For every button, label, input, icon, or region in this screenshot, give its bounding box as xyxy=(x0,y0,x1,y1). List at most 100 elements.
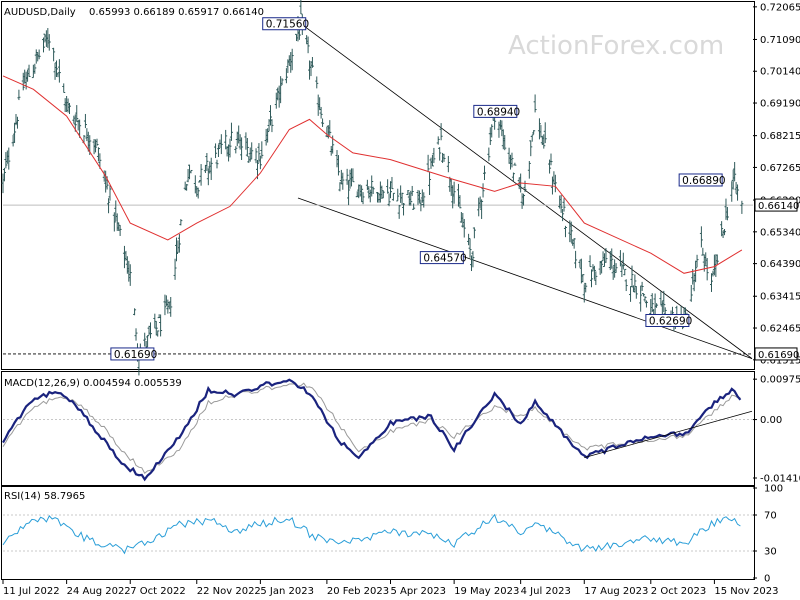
ohlc-bar xyxy=(13,122,17,143)
ohlc-bar xyxy=(386,179,390,194)
ohlc-bar xyxy=(523,180,527,193)
ohlc-bar xyxy=(371,186,375,194)
annotation-label: 0.66890 xyxy=(682,175,725,187)
ohlc-bar xyxy=(199,164,203,186)
channel-line xyxy=(297,197,753,360)
ohlc-bar xyxy=(216,144,220,157)
ohlc-bar xyxy=(98,153,102,169)
panel-frames xyxy=(1,1,755,580)
ohlc-bar xyxy=(15,116,19,129)
ohlc-bar xyxy=(229,122,233,141)
x-tick-label: 11 Jul 2022 xyxy=(3,586,60,597)
y-tick-label: 0.71090 xyxy=(760,35,800,46)
x-tick-label: 5 Jan 2023 xyxy=(260,586,314,597)
ohlc-bar xyxy=(662,290,666,313)
ohlc-bar xyxy=(695,254,699,268)
ohlc-bar xyxy=(133,308,137,316)
x-tick-label: 7 Oct 2022 xyxy=(130,586,185,597)
ohlc-bar xyxy=(41,37,45,53)
moving-average-line xyxy=(2,75,743,274)
ohlc-bar xyxy=(618,250,622,267)
ohlc-bar xyxy=(146,335,150,347)
annotation-box xyxy=(678,173,723,187)
ohlc-bar xyxy=(4,152,8,169)
rsi-y-tick-label: 70 xyxy=(764,511,777,522)
macd-y-tick-label: 0.009751 xyxy=(760,375,800,386)
ohlc-bar xyxy=(490,124,494,138)
panel-frame xyxy=(1,486,755,580)
ohlc-bar xyxy=(584,282,588,293)
ohlc-bar xyxy=(37,49,41,60)
ohlc-bar xyxy=(279,76,283,104)
ohlc-bar xyxy=(387,193,391,207)
y-tick-label: 0.61515 xyxy=(760,355,800,366)
ohlc-bar xyxy=(179,219,183,226)
ohlc-bar xyxy=(214,143,218,159)
ohlc-bar xyxy=(189,169,193,174)
ohlc-bar xyxy=(57,59,61,83)
channel-line xyxy=(300,23,753,359)
macd-y-tick-label: 0.00 xyxy=(760,415,782,426)
ohlc-bar xyxy=(270,119,274,133)
ohlc-bar xyxy=(7,147,11,170)
annotation-label: 0.61690 xyxy=(114,349,157,361)
macd-trendline xyxy=(584,410,753,459)
rsi-y-tick-label: 0 xyxy=(764,574,770,585)
ohlc-bar xyxy=(483,165,486,180)
y-tick-label: 0.70140 xyxy=(760,67,800,78)
ohlc-bar xyxy=(723,228,727,236)
ohlc-bar xyxy=(644,300,648,308)
annotation-label: 0.68940 xyxy=(477,106,520,118)
ohlc-bar xyxy=(725,206,729,221)
ohlc-bar xyxy=(389,181,393,199)
ohlc-bar xyxy=(533,94,537,113)
ohlc-bar xyxy=(548,159,552,174)
ohlc-bar xyxy=(224,129,228,150)
ohlc-bar xyxy=(650,293,654,313)
x-tick-label: 19 May 2023 xyxy=(454,586,519,597)
ohlc-bar xyxy=(108,184,112,201)
ohlc-bar xyxy=(299,0,303,15)
y-tick-label: 0.67265 xyxy=(760,163,800,174)
y-tick-label: 0.68215 xyxy=(760,131,800,142)
ohlc-bar xyxy=(699,226,703,248)
ohlc-bar xyxy=(701,247,705,256)
ohlc-bar xyxy=(169,296,173,317)
ohlc-bar xyxy=(624,279,628,292)
ohlc-bar xyxy=(630,265,634,288)
ohlc-bar xyxy=(458,195,462,209)
macd-panel: 0.009751 0.00 -0.014107 xyxy=(2,375,800,484)
ohlc-bar xyxy=(480,199,484,219)
panel-frame xyxy=(1,371,755,486)
ohlc-bar xyxy=(590,269,593,288)
ohlc-bar xyxy=(623,268,627,276)
ohlc-bar xyxy=(280,78,284,85)
ohlc-bar xyxy=(503,134,507,151)
ohlc-bar xyxy=(205,153,209,171)
ohlc-bar xyxy=(266,128,270,143)
ohlc-bar xyxy=(321,118,325,127)
ohlc-bar xyxy=(562,198,566,212)
ohlc-bar xyxy=(215,159,219,169)
current-price-tag-box xyxy=(754,198,798,212)
ohlc-bar xyxy=(629,286,633,302)
ohlc-bar xyxy=(569,221,573,243)
ohlc-bar xyxy=(163,294,167,316)
ohlc-bar xyxy=(370,175,374,197)
ohlc-bar xyxy=(529,140,533,157)
ohlc-bar xyxy=(510,152,514,168)
ohlc-bar xyxy=(655,303,659,308)
ohlc-bar xyxy=(736,184,740,201)
ohlc-bar xyxy=(177,234,181,253)
ohlc-bar xyxy=(537,118,541,140)
ohlc-bar xyxy=(118,224,122,236)
y-tick-label: 0.63415 xyxy=(760,292,800,303)
ohlc-bar xyxy=(527,161,531,179)
ohlc-bar xyxy=(412,203,416,210)
x-tick-label: 17 Aug 2023 xyxy=(584,586,648,597)
x-tick-label: 22 Nov 2022 xyxy=(197,586,261,597)
ohlc-bar xyxy=(430,154,434,167)
ohlc-bar xyxy=(592,265,596,280)
ohlc-bar xyxy=(406,190,410,196)
